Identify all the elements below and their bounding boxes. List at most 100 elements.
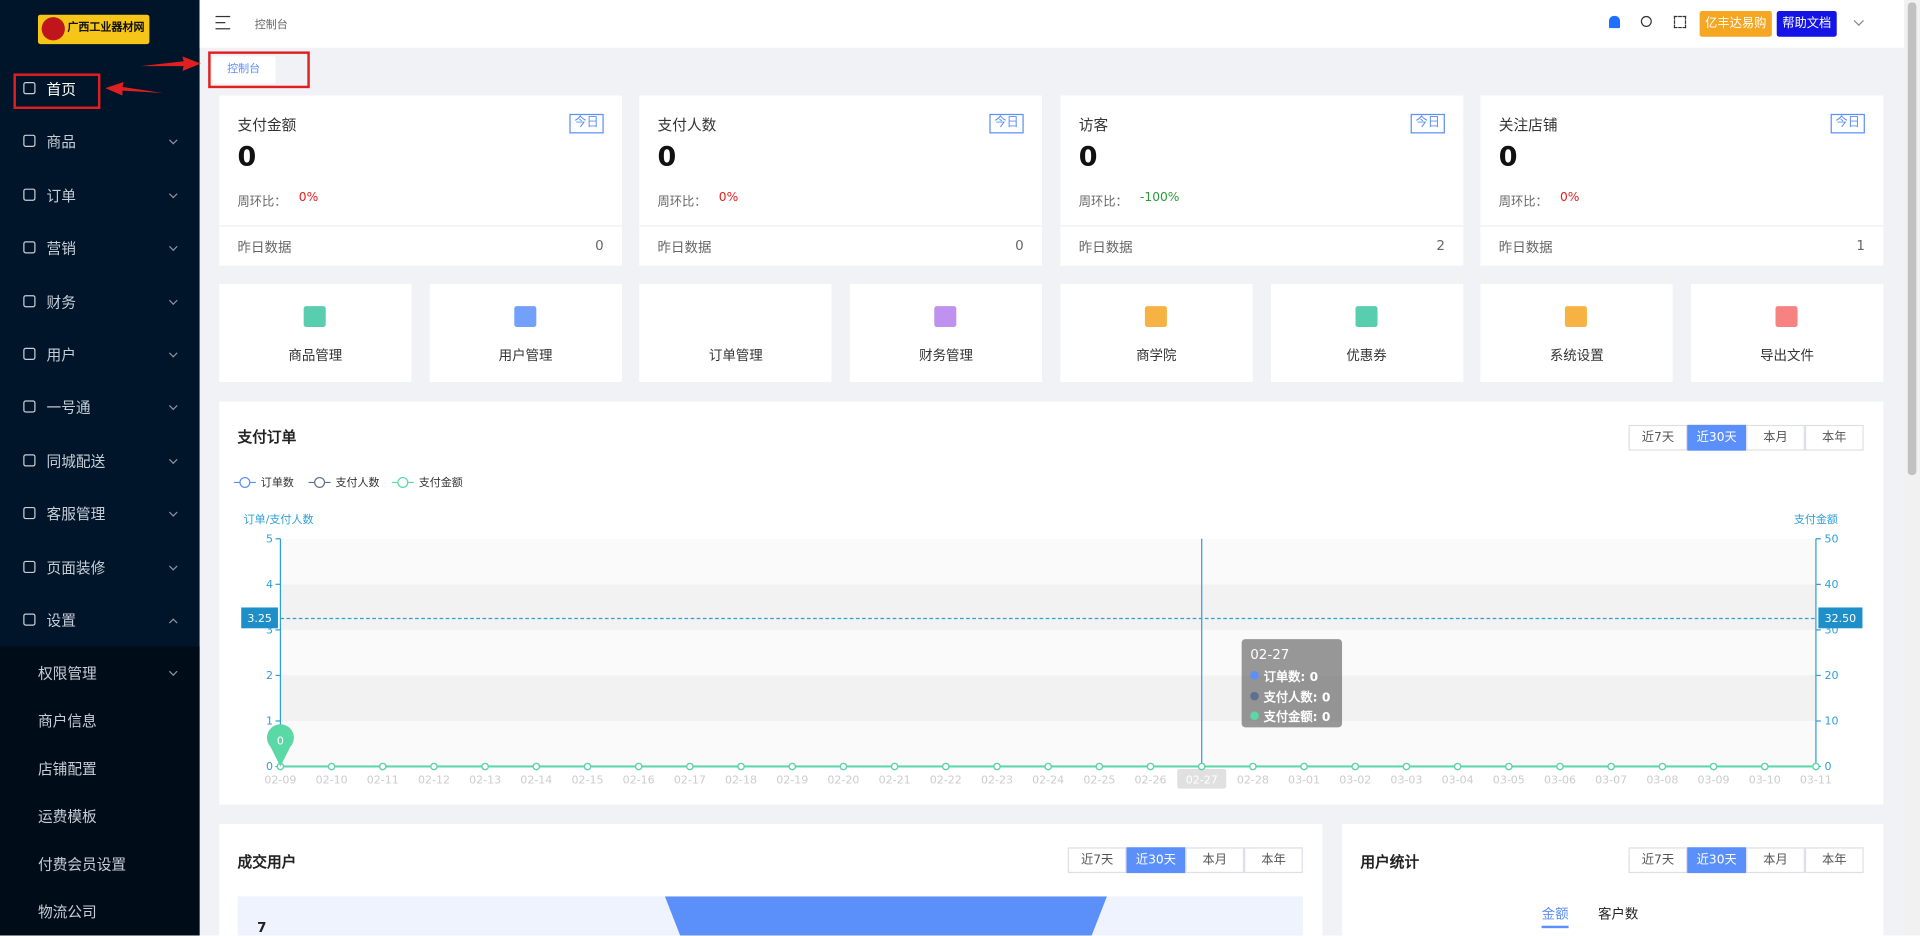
period-button[interactable]: 近7天 [1067, 847, 1127, 874]
shortcut[interactable]: 系统设置 [1480, 284, 1673, 383]
menu-item[interactable]: 订单 [0, 177, 200, 214]
chevron [168, 136, 178, 146]
x-tick-label: 02-25 [1083, 774, 1115, 787]
menu-item[interactable]: 设置 [0, 602, 200, 639]
tab[interactable]: 金额 [1541, 904, 1569, 929]
menu-item[interactable]: 页面装修 [0, 549, 200, 586]
tab[interactable]: 控制台 [211, 56, 276, 84]
x-tick-label: 02-16 [623, 774, 655, 787]
shortcut-label: 商学院 [1136, 347, 1177, 364]
period-button[interactable]: 近7天 [1628, 847, 1688, 874]
point [327, 762, 336, 771]
period-button[interactable]: 本年 [1244, 847, 1303, 874]
x-tick-label: 02-22 [930, 774, 962, 787]
shortcut[interactable]: 导出文件 [1690, 284, 1884, 383]
period-button[interactable]: 本月 [1185, 847, 1245, 874]
x-tick-label: 02-12 [418, 774, 450, 787]
period-button[interactable]: 本年 [1804, 847, 1864, 874]
shortcut[interactable]: 财务管理 [849, 284, 1043, 383]
button[interactable]: 亿丰达易购 [1699, 11, 1772, 37]
x-tick-label: 03-06 [1544, 774, 1576, 787]
menu-toggle[interactable] [215, 15, 231, 30]
submenu-item[interactable]: 权限管理 [0, 655, 200, 692]
bell-icon[interactable] [1608, 15, 1621, 29]
menu-icon [23, 294, 36, 307]
x-tick-label: 03-11 [1800, 774, 1832, 787]
menu-label: 页面装修 [46, 559, 106, 577]
stat-value: 0 [1078, 142, 1098, 173]
submenu-item[interactable]: 物流公司 [37, 903, 97, 921]
yesterday-label: 昨日数据 [1498, 240, 1553, 256]
submenu-item[interactable]: 店铺配置 [37, 760, 97, 778]
menu-item[interactable]: 用户 [0, 337, 200, 374]
split-area [280, 720, 1816, 767]
stat-value: 0 [657, 142, 677, 173]
point [1351, 762, 1359, 771]
legend-marker [239, 476, 251, 488]
funnel [664, 896, 1107, 936]
menu-label: 客服管理 [46, 505, 106, 524]
submenu-item[interactable]: 商户信息 [37, 712, 97, 730]
split-area [280, 538, 1816, 585]
y2-tick-label: 0 [1824, 760, 1831, 773]
menu-item[interactable]: 营销 [0, 230, 200, 267]
stat-card: 支付金额 今日 0 周环比： 0% 昨日数据 0 [219, 95, 623, 266]
fullscreen-icon[interactable] [1673, 15, 1687, 29]
menu-item[interactable]: 首页 [0, 71, 200, 108]
menu-item[interactable]: 同城配送 [0, 443, 200, 480]
x-tick-label: 02-26 [1135, 774, 1167, 787]
y-axis-title: 订单/支付人数 [244, 513, 314, 526]
annotation-arrows [105, 56, 201, 96]
tooltip-item: 支付人数: 0 [1263, 691, 1331, 705]
period-button[interactable]: 近30天 [1687, 424, 1747, 451]
period-button[interactable]: 近30天 [1687, 847, 1747, 874]
period-button[interactable]: 近7天 [1628, 424, 1688, 451]
menu-icon [23, 454, 36, 467]
search-icon[interactable] [1640, 15, 1652, 27]
period-button[interactable]: 本月 [1746, 847, 1805, 874]
card-title: 成交用户 [237, 853, 297, 871]
x-tick-label: 03-09 [1698, 774, 1730, 787]
menu-item[interactable]: 客服管理 [0, 496, 200, 533]
dropdown-icon[interactable] [1853, 15, 1864, 27]
tooltip-dot [1250, 711, 1259, 721]
x-tick-label: 02-10 [316, 774, 348, 787]
y-tick-label: 4 [266, 578, 273, 591]
compare-value: -100% [1140, 191, 1180, 205]
crosshair-label: 32.50 [1825, 612, 1857, 625]
button[interactable]: 帮助文档 [1776, 11, 1837, 37]
x-tick-label: 02-28 [1237, 774, 1269, 787]
menu-icon [23, 82, 36, 95]
shortcut[interactable]: 商学院 [1060, 284, 1253, 383]
period-button[interactable]: 本月 [1746, 424, 1805, 451]
menu-item[interactable]: 商品 [0, 124, 200, 161]
y-tick-label: 0 [266, 760, 273, 773]
stat-card: 支付人数 今日 0 周环比： 0% 昨日数据 0 [639, 95, 1043, 266]
menu-label: 商品 [46, 133, 76, 152]
stat-badge: 今日 [989, 113, 1024, 134]
chevron [168, 618, 178, 627]
compare-value: 0% [718, 191, 739, 205]
shortcut[interactable]: 优惠券 [1270, 284, 1463, 383]
annotation-box [13, 73, 101, 109]
shortcut[interactable]: 用户管理 [429, 284, 622, 383]
menu-item[interactable]: 财务 [0, 284, 200, 321]
y2-tick-label: 20 [1824, 669, 1838, 682]
point [993, 762, 1001, 771]
submenu-bg [0, 646, 200, 936]
submenu-item[interactable]: 运费模板 [37, 808, 97, 826]
tooltip-dot [1250, 691, 1259, 700]
period-button[interactable]: 本年 [1804, 424, 1864, 451]
point [481, 762, 489, 771]
shortcut[interactable]: 商品管理 [219, 284, 412, 383]
shortcut[interactable]: 订单管理 [639, 284, 832, 383]
x-tick-label: 02-23 [981, 774, 1013, 787]
funnel-value: 7 [257, 919, 267, 936]
menu-item[interactable]: 一号通 [0, 390, 200, 427]
period-button[interactable]: 近30天 [1126, 847, 1186, 874]
submenu-item[interactable]: 付费会员设置 [37, 855, 127, 874]
divider [1060, 225, 1464, 227]
tab[interactable]: 客户数 [1597, 906, 1639, 923]
x-tick-label: 02-15 [572, 774, 604, 787]
